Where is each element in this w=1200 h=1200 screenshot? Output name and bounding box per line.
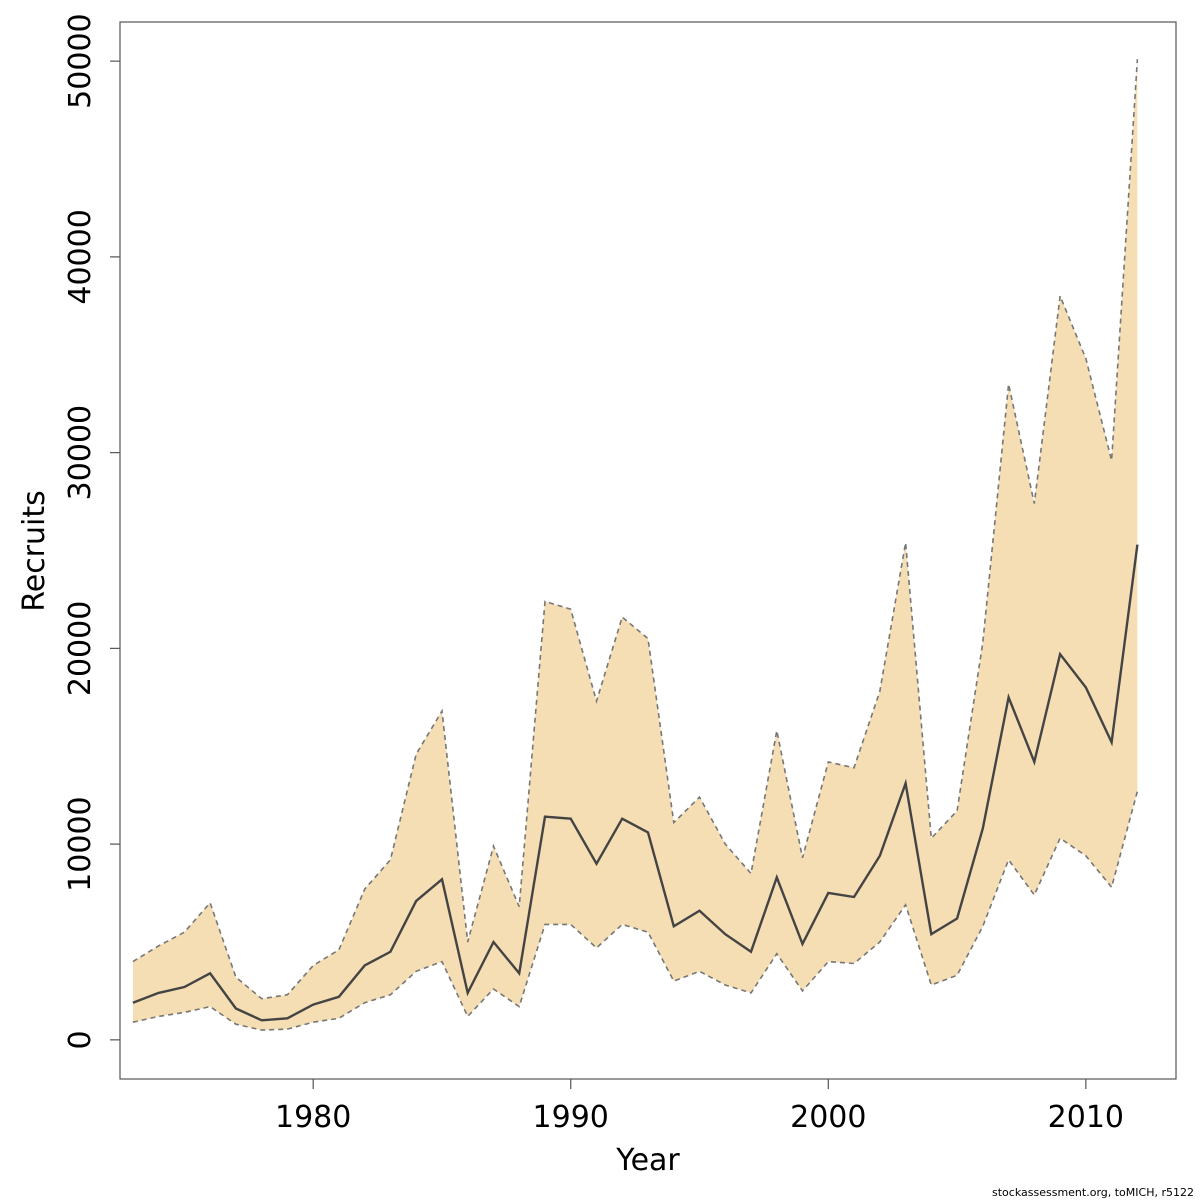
y-tick-label: 20000 [63,601,98,696]
confidence-band [132,59,1138,1031]
x-tick-label: 1990 [533,1100,609,1135]
y-tick-label: 0 [63,1030,98,1049]
x-tick-label: 1980 [275,1100,351,1135]
x-tick-label: 2000 [790,1100,866,1135]
y-tick-label: 40000 [63,209,98,304]
upper-bound-line [132,59,1139,1000]
lower-bound-line [132,791,1139,1031]
y-tick-label: 10000 [63,796,98,891]
credit-text: stockassessment.org, toMICH, r5122 [992,1186,1194,1199]
y-axis-title: Recruits [17,490,52,612]
y-axis: 0 10000 20000 30000 40000 50000 [63,13,120,1049]
x-tick-label: 2010 [1048,1100,1124,1135]
x-axis-title: Year [615,1143,680,1178]
y-tick-label: 30000 [63,405,98,500]
plot-frame [119,21,1177,1080]
estimate-line [132,544,1139,1022]
plot-area [132,59,1139,1031]
x-axis: 1980 1990 2000 2010 [275,1079,1124,1135]
y-tick-label: 50000 [63,13,98,108]
